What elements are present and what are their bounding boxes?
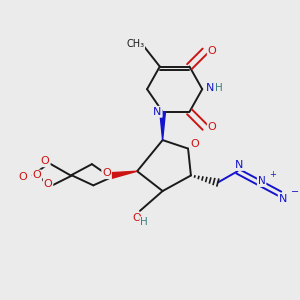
Text: N: N [279,194,287,204]
Text: N: N [258,176,266,186]
Text: N: N [206,83,214,93]
Text: N: N [235,160,243,170]
Text: H: H [215,83,223,93]
Polygon shape [111,171,137,178]
Text: −: − [291,187,299,197]
Text: O: O [208,122,217,132]
Text: O: O [190,139,199,149]
Text: O: O [133,213,142,223]
Text: H: H [140,217,148,227]
Text: +: + [270,170,276,179]
Text: O: O [32,170,41,181]
Text: O: O [18,172,27,182]
Text: O: O [41,156,50,166]
Text: O: O [102,168,111,178]
Text: N: N [153,107,162,117]
Text: O: O [208,46,217,56]
Polygon shape [160,112,166,140]
Text: CH₃: CH₃ [126,39,144,49]
Text: O: O [44,179,52,189]
